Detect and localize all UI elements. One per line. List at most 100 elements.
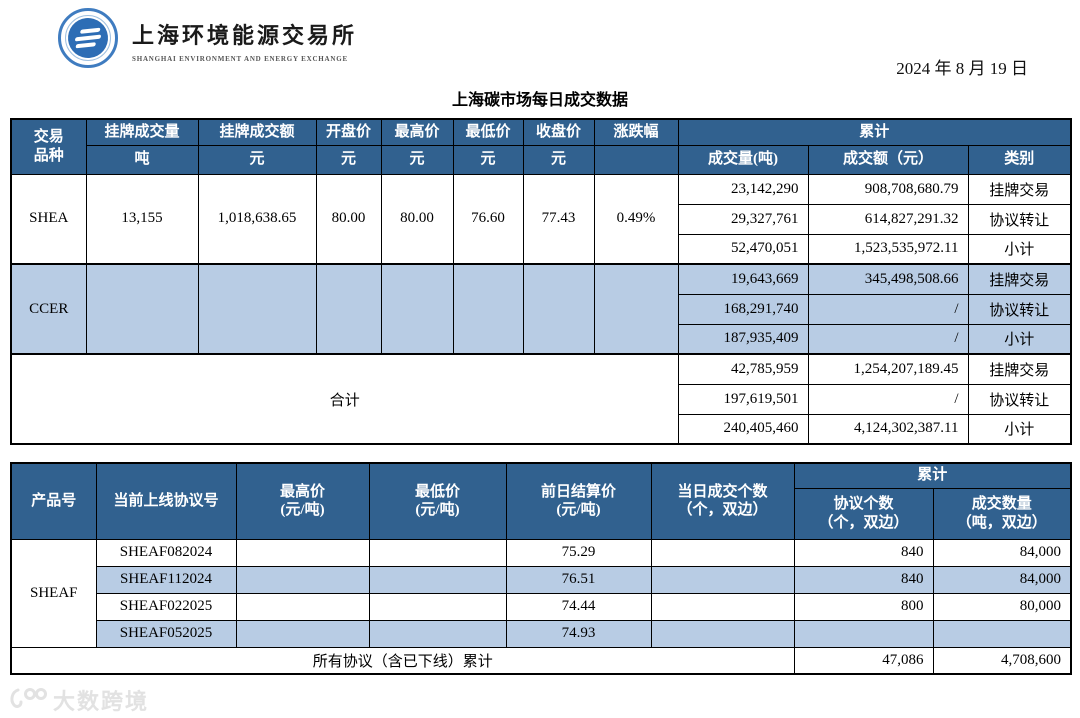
cell-footer-label: 所有协议（含已下线）累计 — [10, 646, 795, 675]
th-product: 交易 品种 — [10, 118, 87, 175]
cell-shea-high: 80.00 — [380, 173, 454, 265]
cell-category: 协议转让 — [967, 203, 1072, 235]
th-unit-yuan: 元 — [315, 144, 382, 175]
cell-cum-volume: 29,327,761 — [677, 203, 809, 235]
empty-cell — [593, 263, 679, 355]
th-unit-yuan: 元 — [197, 144, 317, 175]
th-cumulative: 累计 — [677, 118, 1072, 146]
th-high: 最高价 — [380, 118, 454, 146]
cell-cum-amount: / — [807, 293, 969, 325]
cell-shea-change: 0.49% — [593, 173, 679, 265]
th-unit-yuan: 元 — [522, 144, 595, 175]
th-low: 最低价 — [452, 118, 524, 146]
cell-cum-volume: 168,291,740 — [677, 293, 809, 325]
cell-category: 挂牌交易 — [967, 263, 1072, 295]
cell-cum-volume: 197,619,501 — [677, 383, 809, 415]
cell-category: 小计 — [967, 323, 1072, 355]
exchange-logo-icon — [58, 8, 118, 68]
cell-shea-open: 80.00 — [315, 173, 382, 265]
cell-settle: 74.44 — [505, 592, 652, 621]
empty-cell — [650, 592, 795, 621]
brand-name: 上海环境能源交易所 — [132, 23, 358, 48]
cell-footer-cum-count: 47,086 — [793, 646, 934, 675]
cell-shea-volume: 13,155 — [85, 173, 199, 265]
cell-protocol-code: SHEAF082024 — [95, 538, 237, 567]
empty-cell — [315, 263, 382, 355]
th-change-unit-empty — [593, 144, 679, 175]
cell-total-label: 合计 — [10, 353, 679, 445]
th-unit-ton: 吨 — [85, 144, 199, 175]
brand-header: 上海环境能源交易所 SHANGHAI ENVIRONMENT AND ENERG… — [58, 8, 357, 68]
cell-cum-volume: 19,643,669 — [677, 263, 809, 295]
cell-settle: 74.93 — [505, 619, 652, 648]
cell-cum-count: 840 — [793, 538, 934, 567]
cell-cum-amount: / — [807, 383, 969, 415]
cell-product-ccer: CCER — [10, 263, 87, 355]
empty-cell — [368, 538, 507, 567]
cell-category: 小计 — [967, 233, 1072, 265]
empty-cell — [85, 263, 199, 355]
th-low-price: 最低价 (元/吨) — [368, 462, 507, 540]
th-category: 类别 — [967, 144, 1072, 175]
empty-cell — [650, 619, 795, 648]
cell-cum-count — [793, 619, 934, 648]
cell-cum-qty: 84,000 — [932, 565, 1072, 594]
th-cum-count: 协议个数 （个，双边） — [793, 487, 934, 540]
cell-cum-count: 840 — [793, 565, 934, 594]
cell-cum-amount: 614,827,291.32 — [807, 203, 969, 235]
cell-category: 挂牌交易 — [967, 173, 1072, 205]
cell-cum-amount: 4,124,302,387.11 — [807, 413, 969, 445]
cell-shea-low: 76.60 — [452, 173, 524, 265]
cell-protocol-code: SHEAF052025 — [95, 619, 237, 648]
th-current-protocol: 当前上线协议号 — [95, 462, 237, 540]
empty-cell — [235, 592, 370, 621]
cell-cum-amount: 1,523,535,972.11 — [807, 233, 969, 265]
empty-cell — [197, 263, 317, 355]
brand-name-en: SHANGHAI ENVIRONMENT AND ENERGY EXCHANGE — [132, 55, 348, 63]
cell-cum-count: 800 — [793, 592, 934, 621]
cell-cum-volume: 240,405,460 — [677, 413, 809, 445]
th-unit-yuan: 元 — [452, 144, 524, 175]
empty-cell — [650, 538, 795, 567]
th-cum-amount: 成交额（元） — [807, 144, 969, 175]
cell-cum-volume: 42,785,959 — [677, 353, 809, 385]
th-unit-yuan: 元 — [380, 144, 454, 175]
empty-cell — [380, 263, 454, 355]
th-high-price: 最高价 (元/吨) — [235, 462, 370, 540]
empty-cell — [235, 538, 370, 567]
empty-cell — [368, 565, 507, 594]
empty-cell — [368, 592, 507, 621]
empty-cell — [522, 263, 595, 355]
cell-category: 协议转让 — [967, 383, 1072, 415]
cell-product-sheaf: SHEAF — [10, 538, 97, 648]
cell-shea-close: 77.43 — [522, 173, 595, 265]
watermark-text: 大数跨境 — [53, 689, 150, 714]
cell-cum-volume: 52,470,051 — [677, 233, 809, 265]
cell-category: 小计 — [967, 413, 1072, 445]
cell-cum-amount: / — [807, 323, 969, 355]
th-today-count: 当日成交个数 （个，双边） — [650, 462, 795, 540]
cell-footer-cum-qty: 4,708,600 — [932, 646, 1072, 675]
th-cum-qty: 成交数量 （吨，双边） — [932, 487, 1072, 540]
cell-settle: 75.29 — [505, 538, 652, 567]
cell-shea-amount: 1,018,638.65 — [197, 173, 317, 265]
th-close: 收盘价 — [522, 118, 595, 146]
th-product-no: 产品号 — [10, 462, 97, 540]
th-settle-price: 前日结算价 (元/吨) — [505, 462, 652, 540]
empty-cell — [368, 619, 507, 648]
cell-cum-amount: 908,708,680.79 — [807, 173, 969, 205]
report-date: 2024 年 8 月 19 日 — [896, 59, 1028, 78]
th-cumulative: 累计 — [793, 462, 1072, 489]
empty-cell — [452, 263, 524, 355]
cell-cum-amount: 1,254,207,189.45 — [807, 353, 969, 385]
page-title: 上海碳市场每日成交数据 — [451, 92, 628, 109]
cell-protocol-code: SHEAF112024 — [95, 565, 237, 594]
th-cum-volume: 成交量(吨) — [677, 144, 809, 175]
watermark: 大数跨境 — [8, 684, 149, 716]
empty-cell — [235, 619, 370, 648]
cell-settle: 76.51 — [505, 565, 652, 594]
th-open: 开盘价 — [315, 118, 382, 146]
cell-cum-volume: 23,142,290 — [677, 173, 809, 205]
cell-category: 协议转让 — [967, 293, 1072, 325]
